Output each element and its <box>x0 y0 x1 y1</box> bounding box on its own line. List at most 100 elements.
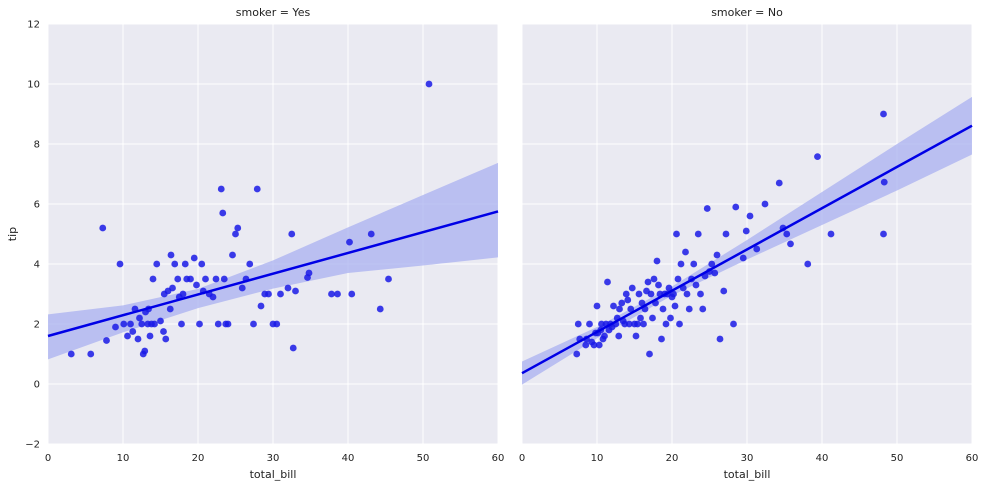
scatter-point <box>632 332 640 340</box>
scatter-point <box>692 281 700 289</box>
scatter-point <box>739 254 747 262</box>
scatter-point <box>87 350 95 358</box>
scatter-point <box>673 230 680 238</box>
scatter-point <box>217 185 225 193</box>
scatter-point <box>722 230 730 238</box>
scatter-point <box>376 305 384 313</box>
scatter-point <box>814 153 821 161</box>
scatter-point <box>787 240 794 248</box>
scatter-point <box>627 305 635 313</box>
scatter-point <box>682 248 689 256</box>
scatter-point <box>582 341 590 349</box>
scatter-point <box>880 110 887 118</box>
scatter-point <box>761 200 769 208</box>
scatter-point <box>646 350 653 358</box>
scatter-point <box>674 275 682 283</box>
scatter-point <box>625 320 633 328</box>
scatter-point <box>783 230 791 238</box>
x-tick-label: 20 <box>666 453 679 464</box>
scatter-point <box>628 284 636 292</box>
scatter-point <box>153 260 161 268</box>
scatter-point <box>640 320 647 328</box>
scatter-point <box>166 305 174 313</box>
scatter-point <box>169 284 176 292</box>
scatter-point <box>334 290 341 298</box>
scatter-point <box>670 290 677 298</box>
y-tick-label: 6 <box>34 200 40 211</box>
scatter-point <box>367 230 375 238</box>
panel-title: smoker = No <box>711 6 783 19</box>
scatter-point <box>127 320 134 328</box>
scatter-point <box>112 323 119 331</box>
scatter-point <box>638 299 646 307</box>
scatter-point <box>637 314 644 322</box>
scatter-point <box>67 350 75 358</box>
scatter-point <box>604 278 611 286</box>
scatter-point <box>253 185 261 193</box>
scatter-point <box>257 302 265 310</box>
scatter-point <box>634 320 641 328</box>
scatter-point <box>146 332 154 340</box>
scatter-point <box>162 335 170 343</box>
scatter-point <box>708 260 716 268</box>
panel-title: smoker = Yes <box>236 6 311 19</box>
scatter-point <box>677 260 685 268</box>
scatter-point <box>649 314 656 322</box>
scatter-point <box>746 212 754 220</box>
y-tick-label: 4 <box>34 260 40 271</box>
scatter-point <box>138 320 146 328</box>
scatter-point <box>655 281 662 289</box>
scatter-point <box>292 287 299 295</box>
scatter-point <box>246 260 254 268</box>
scatter-point <box>305 269 313 277</box>
scatter-point <box>149 275 157 283</box>
y-tick-label: 2 <box>34 320 40 331</box>
scatter-point <box>273 320 281 328</box>
scatter-point <box>141 347 149 355</box>
scatter-point <box>171 260 179 268</box>
scatter-point <box>685 305 693 313</box>
scatter-point <box>224 320 232 328</box>
scatter-point <box>827 230 835 238</box>
x-tick-label: 10 <box>591 453 604 464</box>
regression-line <box>521 124 973 375</box>
scatter-point <box>238 284 246 292</box>
confidence-band <box>48 162 498 360</box>
scatter-point <box>610 302 617 310</box>
scatter-point <box>683 290 691 298</box>
scatter-point <box>659 305 667 313</box>
scatter-point <box>277 290 284 298</box>
x-tick-label: 60 <box>492 453 505 464</box>
scatter-point <box>697 290 704 298</box>
scatter-point <box>167 251 175 259</box>
scatter-point <box>601 332 608 340</box>
scatter-point <box>179 290 187 298</box>
scatter-point <box>99 224 107 232</box>
scatter-point <box>732 203 740 211</box>
x-tick-label: 50 <box>417 453 430 464</box>
y-tick-label: 10 <box>27 80 40 91</box>
x-tick-label: 20 <box>192 453 205 464</box>
scatter-point <box>232 230 239 238</box>
y-tick-label: −2 <box>25 440 40 451</box>
scatter-point <box>574 320 582 328</box>
y-tick-label: 8 <box>34 140 40 151</box>
scatter-point <box>120 320 128 328</box>
scatter-point <box>635 290 643 298</box>
scatter-point <box>703 205 711 212</box>
scatter-point <box>348 290 356 298</box>
scatter-point <box>250 320 257 328</box>
y-tick-label: 12 <box>27 20 40 31</box>
scatter-point <box>880 178 888 186</box>
scatter-point <box>644 278 652 286</box>
scatter-point <box>676 320 683 328</box>
scatter-point <box>160 328 167 335</box>
x-tick-label: 30 <box>741 453 754 464</box>
scatter-point <box>124 332 131 340</box>
scatter-point <box>425 80 433 88</box>
scatter-point <box>615 332 623 340</box>
scatter-point <box>229 251 236 259</box>
scatter-point <box>187 275 194 283</box>
